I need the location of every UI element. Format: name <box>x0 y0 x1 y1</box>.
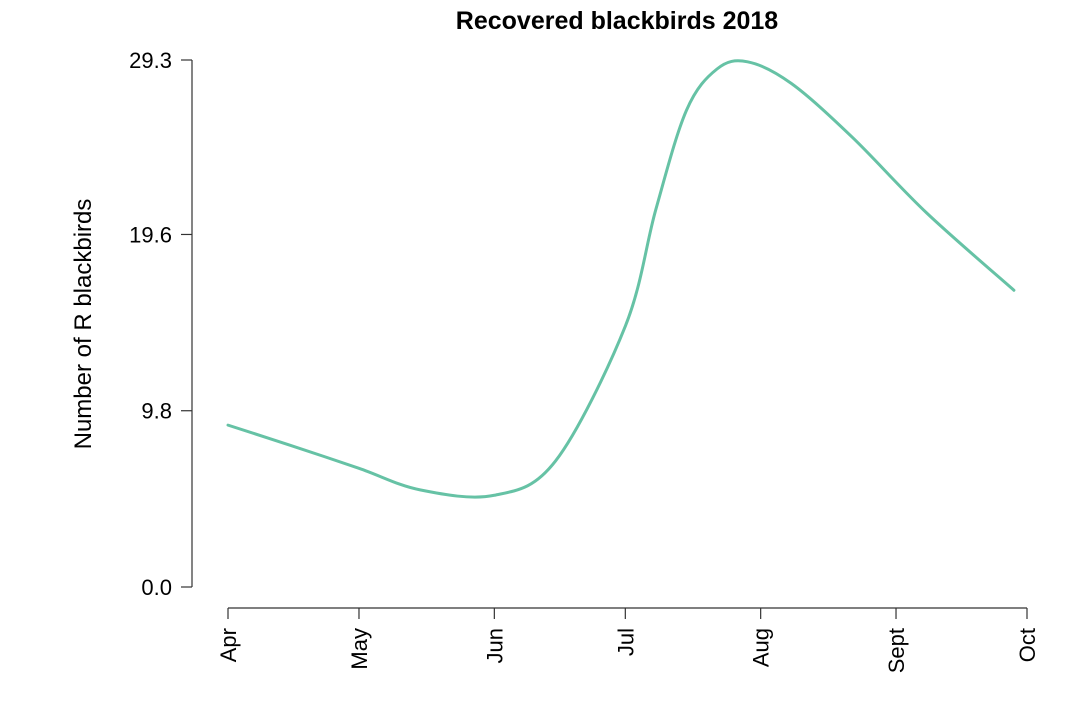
x-tick-label: Sept <box>884 628 909 673</box>
chart-title: Recovered blackbirds 2018 <box>456 7 778 35</box>
y-tick-label: 0.0 <box>141 575 172 600</box>
x-tick-label: Apr <box>216 628 241 662</box>
x-tick-label: Jun <box>482 628 507 663</box>
y-axis-ticks: 0.0 9.8 19.6 29.3 <box>129 48 192 600</box>
x-tick-label: Jul <box>613 628 638 656</box>
y-tick-label: 9.8 <box>141 399 172 424</box>
y-tick-label: 29.3 <box>129 48 172 73</box>
series-line <box>226 59 1016 499</box>
plot-area <box>226 59 1016 499</box>
x-axis-ticks: Apr May Jun Jul Aug Sept Oct <box>216 608 1040 673</box>
x-tick-label: Aug <box>749 628 774 667</box>
x-tick-label: Oct <box>1015 628 1040 662</box>
y-tick-label: 19.6 <box>129 222 172 247</box>
y-axis-label: Number of R blackbirds <box>70 199 97 450</box>
x-tick-label: May <box>347 628 372 670</box>
